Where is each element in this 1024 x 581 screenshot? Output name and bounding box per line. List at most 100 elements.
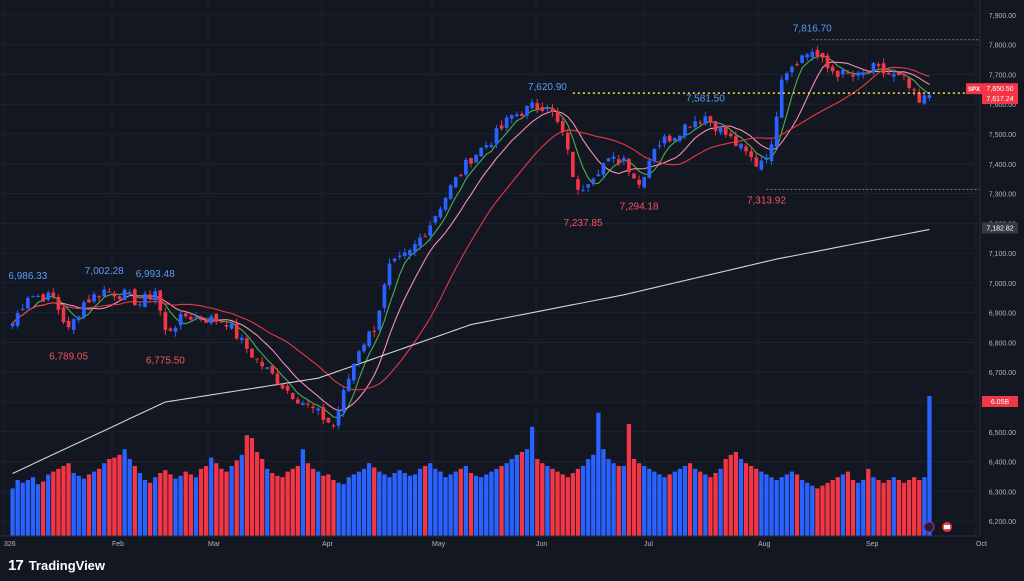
candle[interactable]: [82, 299, 86, 320]
candle[interactable]: [881, 58, 886, 78]
candle[interactable]: [321, 403, 326, 424]
candle[interactable]: [774, 111, 779, 148]
candle[interactable]: [647, 157, 652, 179]
candle[interactable]: [224, 319, 229, 330]
candle[interactable]: [637, 175, 641, 189]
candle[interactable]: [87, 294, 91, 303]
candle[interactable]: [148, 290, 152, 301]
candle[interactable]: [565, 128, 570, 155]
candle[interactable]: [362, 342, 366, 354]
candle[interactable]: [917, 88, 922, 104]
candle[interactable]: [107, 287, 112, 293]
candle[interactable]: [805, 52, 810, 61]
candle[interactable]: [902, 73, 906, 80]
candle[interactable]: [703, 111, 708, 126]
candle[interactable]: [611, 152, 616, 164]
candle[interactable]: [199, 315, 203, 322]
candle[interactable]: [377, 310, 382, 332]
candle[interactable]: [586, 183, 590, 192]
candle[interactable]: [316, 406, 321, 416]
candle[interactable]: [835, 70, 840, 82]
candle[interactable]: [408, 248, 412, 260]
candle[interactable]: [234, 318, 239, 340]
candle[interactable]: [418, 233, 422, 250]
candle[interactable]: [550, 104, 555, 117]
candle[interactable]: [897, 71, 901, 76]
candle[interactable]: [372, 325, 377, 338]
candle[interactable]: [331, 423, 336, 429]
candle[interactable]: [194, 312, 198, 321]
candle[interactable]: [31, 295, 35, 298]
candle[interactable]: [326, 417, 331, 424]
candle[interactable]: [443, 197, 448, 212]
candle[interactable]: [143, 290, 147, 308]
candle[interactable]: [423, 233, 427, 238]
candle[interactable]: [484, 141, 489, 150]
candle[interactable]: [336, 406, 341, 429]
brand[interactable]: 17 TradingView: [8, 557, 105, 574]
candle[interactable]: [698, 120, 703, 127]
candle[interactable]: [784, 71, 789, 84]
candle[interactable]: [891, 69, 896, 82]
candle[interactable]: [158, 289, 163, 316]
candle[interactable]: [886, 67, 891, 75]
candle[interactable]: [413, 239, 417, 257]
candle[interactable]: [815, 46, 820, 60]
candle[interactable]: [708, 115, 713, 127]
candle[interactable]: [245, 336, 249, 354]
candle[interactable]: [117, 295, 122, 302]
candle[interactable]: [678, 135, 682, 143]
candle[interactable]: [25, 295, 30, 309]
candle[interactable]: [571, 151, 575, 178]
candle[interactable]: [453, 176, 458, 189]
candle[interactable]: [10, 321, 15, 329]
candle[interactable]: [657, 140, 662, 150]
candle[interactable]: [861, 70, 866, 79]
candle[interactable]: [871, 62, 876, 76]
candle[interactable]: [127, 289, 132, 297]
candle[interactable]: [402, 248, 407, 260]
candle[interactable]: [250, 348, 254, 359]
candle[interactable]: [728, 130, 733, 139]
candle[interactable]: [718, 126, 723, 135]
candle[interactable]: [132, 287, 137, 306]
candle[interactable]: [525, 105, 529, 120]
candle[interactable]: [265, 367, 270, 370]
candle[interactable]: [301, 400, 305, 406]
candle[interactable]: [255, 358, 259, 364]
candle[interactable]: [275, 368, 280, 385]
candle[interactable]: [474, 154, 478, 163]
time-axis[interactable]: 326 Feb Mar Apr May Jun Jul Aug Sep Oct: [0, 535, 987, 548]
candle[interactable]: [397, 251, 402, 260]
candle[interactable]: [295, 396, 300, 404]
candle[interactable]: [382, 282, 387, 313]
candle[interactable]: [591, 177, 596, 187]
candle[interactable]: [627, 158, 631, 177]
candle[interactable]: [438, 206, 443, 220]
candle[interactable]: [189, 312, 193, 321]
candle[interactable]: [280, 384, 285, 390]
candle[interactable]: [352, 363, 356, 384]
candle[interactable]: [219, 320, 224, 323]
candle[interactable]: [535, 98, 540, 113]
candle[interactable]: [672, 137, 677, 142]
candle[interactable]: [800, 54, 804, 64]
candle[interactable]: [825, 52, 830, 73]
candle[interactable]: [290, 392, 295, 401]
candle[interactable]: [520, 111, 524, 117]
candle[interactable]: [306, 400, 310, 408]
lightning-event-icon[interactable]: [923, 521, 935, 533]
candle[interactable]: [341, 385, 346, 418]
candle[interactable]: [138, 301, 142, 308]
candle[interactable]: [504, 114, 509, 132]
candle[interactable]: [693, 116, 697, 130]
candle[interactable]: [662, 133, 667, 148]
candle[interactable]: [907, 78, 911, 91]
candle[interactable]: [545, 104, 550, 113]
candle[interactable]: [41, 292, 45, 303]
candle[interactable]: [214, 313, 219, 325]
candle[interactable]: [851, 70, 855, 82]
candle[interactable]: [841, 68, 845, 79]
candle[interactable]: [744, 144, 748, 156]
